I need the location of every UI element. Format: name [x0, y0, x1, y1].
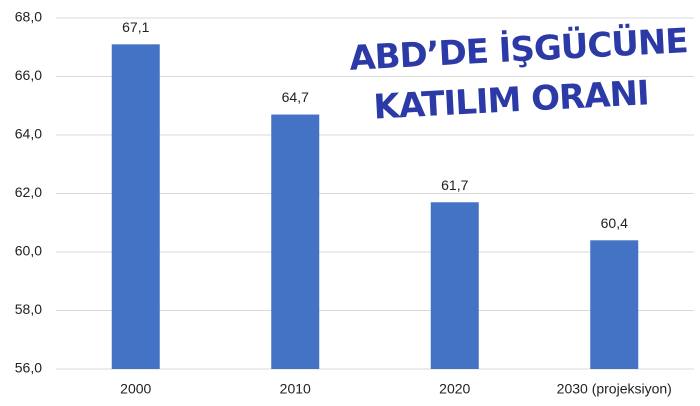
- x-tick-label: 2020: [439, 381, 470, 397]
- y-tick-label: 60,0: [15, 243, 42, 259]
- x-tick-label: 2030 (projeksiyon): [557, 381, 672, 397]
- value-label: 64,7: [282, 89, 309, 105]
- chart-title: KATILIM ORANI: [373, 73, 650, 127]
- value-label: 67,1: [122, 19, 149, 35]
- title-block: ABD’DE İŞGÜCÜNE KATILIM ORANI: [348, 20, 688, 127]
- y-tick-label: 68,0: [15, 9, 42, 25]
- y-tick-label: 58,0: [15, 301, 42, 317]
- y-tick-label: 66,0: [15, 67, 42, 83]
- bar: [271, 114, 320, 370]
- y-tick-label: 62,0: [15, 184, 42, 200]
- chart-title: ABD’DE İŞGÜCÜNE: [348, 20, 688, 79]
- x-tick-label: 2000: [120, 381, 151, 397]
- y-tick-label: 64,0: [15, 126, 42, 142]
- value-label: 60,4: [601, 215, 628, 231]
- value-label: 61,7: [441, 177, 468, 193]
- bar: [111, 44, 160, 369]
- x-tick-label: 2010: [280, 381, 311, 397]
- bar: [430, 202, 479, 369]
- plot-area: 56,0 58,0 60,0 62,0 64,0 66,0 68,0 2000 67,1 2010…: [15, 9, 694, 397]
- bar: [590, 240, 639, 369]
- y-tick-label: 56,0: [15, 360, 42, 376]
